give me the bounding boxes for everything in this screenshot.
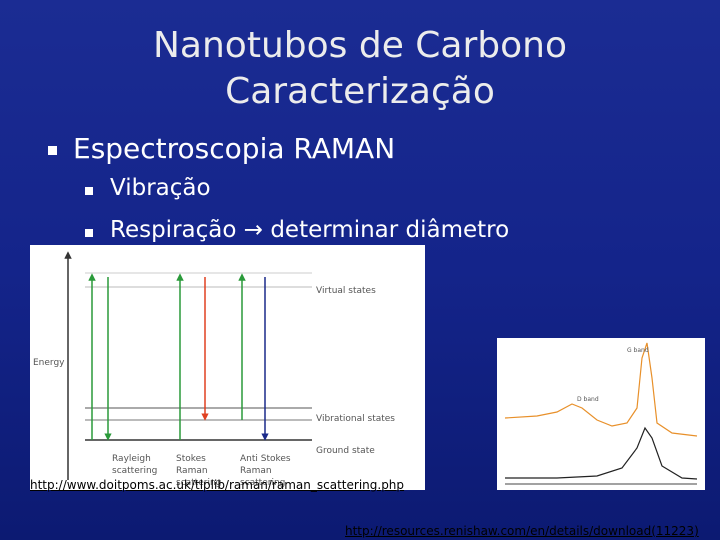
label: Rayleigh bbox=[112, 454, 151, 464]
label: Energy bbox=[33, 358, 65, 368]
diagram-background bbox=[30, 245, 425, 490]
sub-bullet: Vibração bbox=[110, 175, 211, 201]
label: Stokes bbox=[176, 454, 206, 464]
bullet-marker bbox=[85, 229, 93, 237]
label: Raman bbox=[176, 466, 208, 476]
energy-diagram: Virtual states Energy Vibrational states… bbox=[30, 245, 425, 490]
title-line-1: Nanotubos de Carbono bbox=[153, 25, 567, 66]
label: scattering bbox=[176, 478, 221, 488]
label: Anti Stokes bbox=[240, 454, 291, 464]
label: Virtual states bbox=[316, 286, 376, 296]
bullet-marker bbox=[48, 146, 57, 155]
raman-spectrum: G band D band bbox=[497, 338, 705, 490]
label: Raman bbox=[240, 466, 272, 476]
label: D band bbox=[577, 396, 599, 403]
title-line-2: Caracterização bbox=[225, 71, 495, 112]
spectrum-background bbox=[497, 338, 705, 490]
label: scattering bbox=[112, 466, 157, 476]
bullet-marker bbox=[85, 187, 93, 195]
label: Vibrational states bbox=[316, 414, 395, 424]
label: scattering bbox=[240, 478, 285, 488]
label: Ground state bbox=[316, 446, 375, 456]
spectrum-curve bbox=[505, 426, 698, 480]
sub-bullet: Respiração → determinar diâmetro bbox=[110, 217, 510, 243]
spectrum-curve bbox=[504, 342, 698, 437]
label: G band bbox=[627, 347, 649, 354]
source-link[interactable]: http://resources.renishaw.com/en/details… bbox=[345, 524, 699, 538]
bullet: Espectroscopia RAMAN bbox=[73, 132, 396, 165]
source-link[interactable]: http://www.doitpoms.ac.uk/tlplib/raman/r… bbox=[30, 478, 405, 492]
